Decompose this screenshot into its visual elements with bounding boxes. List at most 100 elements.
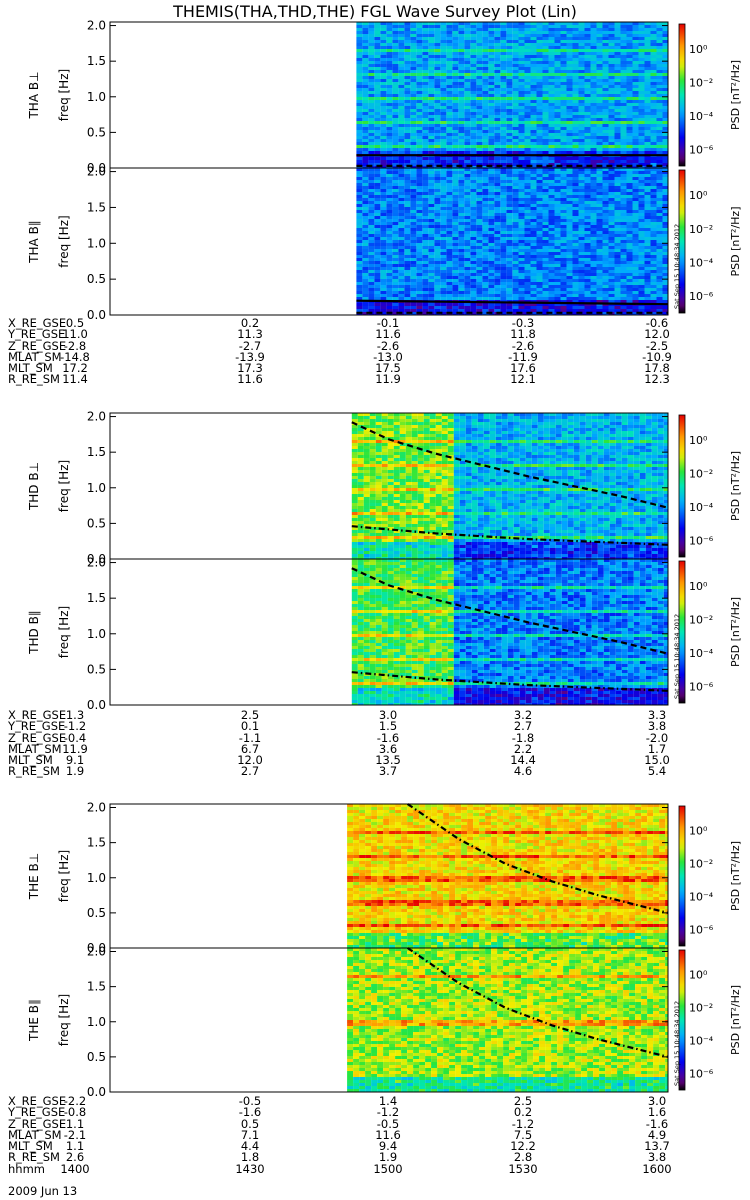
spectrogram-cell <box>554 112 561 115</box>
spectrogram-cell <box>488 195 495 198</box>
spectrogram-cell <box>476 145 483 148</box>
spectrogram-cell <box>500 303 507 306</box>
spectrogram-cell <box>518 88 525 91</box>
spectrogram-cell <box>464 112 471 115</box>
spectrogram-cell <box>470 28 477 31</box>
spectrogram-cell <box>626 258 633 261</box>
spectrogram-cell <box>452 282 459 285</box>
spectrogram-cell <box>656 166 663 168</box>
spectrogram-cell <box>368 174 375 177</box>
spectrogram-cell <box>578 258 585 261</box>
spectrogram-cell <box>482 133 489 136</box>
spectrogram-cell <box>536 231 543 234</box>
spectrogram-cell <box>608 201 615 204</box>
spectrogram-cell <box>356 61 363 64</box>
spectrogram-cell <box>392 291 399 294</box>
spectrogram-cell <box>386 213 393 216</box>
spectrogram-cell <box>560 255 567 258</box>
spectrogram-cell <box>476 166 483 168</box>
spectrogram-cell <box>572 52 579 55</box>
spectrogram-cell <box>548 151 555 154</box>
spectrogram-cell <box>458 142 465 145</box>
spectrogram-cell <box>608 133 615 136</box>
spectrogram-cell <box>458 67 465 70</box>
spectrogram-cell <box>410 124 417 127</box>
spectrogram-cell <box>608 189 615 192</box>
spectrogram-cell <box>368 67 375 70</box>
spectrogram-cell <box>554 25 561 28</box>
spectrogram-cell <box>404 58 411 61</box>
spectrogram-cell <box>584 91 591 94</box>
spectrogram-cell <box>530 285 537 288</box>
spectrogram-cell <box>596 174 603 177</box>
spectrogram-cell <box>536 139 543 142</box>
spectrogram-cell <box>590 294 597 297</box>
spectrogram-cell <box>638 58 645 61</box>
spectrogram-cell <box>506 279 513 282</box>
spectrogram-cell <box>482 124 489 127</box>
spectrogram-cell <box>542 121 549 124</box>
spectrogram-cell <box>380 22 387 25</box>
spectrogram-cell <box>638 106 645 109</box>
spectrogram-cell <box>590 198 597 201</box>
spectrogram-cell <box>374 201 381 204</box>
spectrogram-cell <box>662 52 668 55</box>
spectrogram-cell <box>362 163 369 166</box>
spectrogram-cell <box>440 127 447 130</box>
spectrogram-cell <box>464 204 471 207</box>
spectrogram-cell <box>422 180 429 183</box>
spectrogram-cell <box>368 171 375 174</box>
spectrogram-cell <box>434 267 441 270</box>
spectrogram-cell <box>428 204 435 207</box>
spectrogram-cell <box>554 31 561 34</box>
spectrogram-cell <box>362 40 369 43</box>
spectrogram-cell <box>434 115 441 118</box>
spectrogram-cell <box>524 168 531 171</box>
spectrogram-cell <box>584 189 591 192</box>
spectrogram-cell <box>380 163 387 166</box>
spectrogram-cell <box>362 22 369 25</box>
spectrogram-cell <box>386 192 393 195</box>
spectrogram-cell <box>464 180 471 183</box>
spectrogram-cell <box>482 121 489 124</box>
spectrogram-cell <box>530 64 537 67</box>
spectrogram-cell <box>644 76 651 79</box>
spectrogram-cell <box>650 210 657 213</box>
spectrogram-cell <box>386 85 393 88</box>
spectrogram-cell <box>656 49 663 52</box>
spectrogram-cell <box>398 279 405 282</box>
spectrogram-cell <box>494 249 501 252</box>
spectrogram-cell <box>608 288 615 291</box>
spectrogram-cell <box>638 291 645 294</box>
spectrogram-cell <box>434 76 441 79</box>
spectrogram-cell <box>650 85 657 88</box>
spectrogram-cell <box>494 103 501 106</box>
spectrogram-cell <box>452 151 459 154</box>
spectrogram-cell <box>398 306 405 309</box>
spectrogram-cell <box>488 100 495 103</box>
spectrogram-cell <box>482 163 489 166</box>
spectrogram-cell <box>476 291 483 294</box>
spectrogram-cell <box>398 291 405 294</box>
spectrogram-cell <box>368 216 375 219</box>
spectrogram-cell <box>560 148 567 151</box>
spectrogram-cell <box>626 127 633 130</box>
spectrogram-cell <box>374 100 381 103</box>
spectrogram-cell <box>452 279 459 282</box>
spectrogram-cell <box>554 246 561 249</box>
spectrogram-cell <box>578 297 585 300</box>
spectrogram-cell <box>512 91 519 94</box>
spectrogram-cell <box>506 255 513 258</box>
spectrogram-cell <box>620 267 627 270</box>
spectrogram-cell <box>368 28 375 31</box>
spectrogram-cell <box>590 46 597 49</box>
spectrogram-cell <box>542 94 549 97</box>
spectrogram-cell <box>554 276 561 279</box>
spectrogram-cell <box>464 43 471 46</box>
spectrogram-cell <box>398 148 405 151</box>
spectrogram-cell <box>410 222 417 225</box>
spectrogram-cell <box>416 64 423 67</box>
spectrogram-cell <box>566 76 573 79</box>
spectrogram-cell <box>494 294 501 297</box>
spectrogram-cell <box>362 49 369 52</box>
